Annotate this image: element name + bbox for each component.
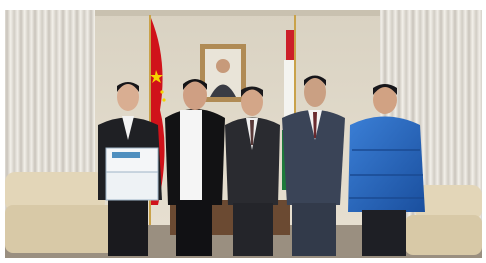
trousers (292, 203, 336, 256)
page: (() => { const data = JSON.parse(documen… (0, 0, 486, 263)
flag-star (160, 90, 163, 93)
trousers (108, 198, 148, 256)
portrait-face (216, 59, 230, 73)
box (106, 148, 158, 172)
photo (0, 0, 486, 263)
box-label (112, 152, 140, 158)
box (106, 172, 158, 200)
trousers (362, 210, 406, 256)
trousers (176, 200, 212, 256)
trousers (233, 203, 273, 256)
sofa-seat (5, 205, 115, 253)
sofa-back (415, 185, 482, 220)
ceiling-trim (95, 10, 380, 16)
flag-star (162, 98, 165, 101)
shirt (180, 110, 202, 200)
sofa-seat (405, 215, 482, 255)
